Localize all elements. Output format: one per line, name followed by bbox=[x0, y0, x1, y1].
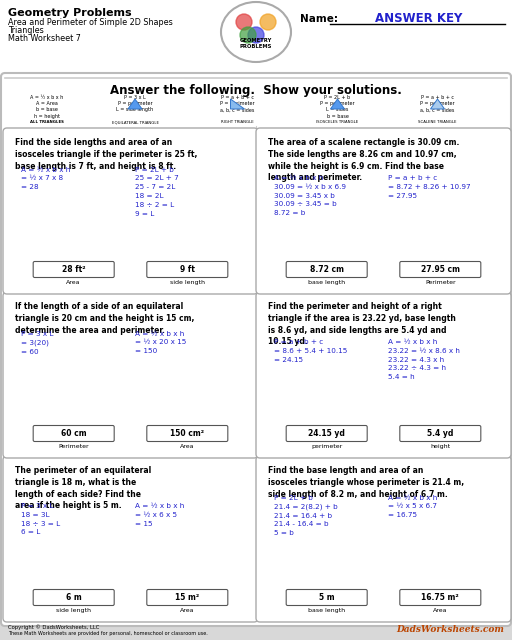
Text: 150 cm²: 150 cm² bbox=[170, 429, 204, 438]
Text: Geometry Problems: Geometry Problems bbox=[8, 8, 132, 18]
Text: base length: base length bbox=[308, 280, 345, 285]
Text: A = ½ x b x h
A = Area
b = base
h = height: A = ½ x b x h A = Area b = base h = heig… bbox=[30, 95, 63, 118]
FancyBboxPatch shape bbox=[286, 426, 367, 442]
FancyBboxPatch shape bbox=[1, 73, 511, 626]
Circle shape bbox=[240, 27, 256, 43]
Text: ALL TRIANGLES: ALL TRIANGLES bbox=[30, 120, 63, 124]
Polygon shape bbox=[331, 99, 345, 109]
Text: P = 3 x L
= 3(20)
= 60: P = 3 x L = 3(20) = 60 bbox=[21, 331, 53, 355]
Text: A = ½ x b x h
= ½ x 20 x 15
= 150: A = ½ x b x h = ½ x 20 x 15 = 150 bbox=[136, 331, 187, 355]
Text: Find the base length and area of an
isosceles triangle whose perimeter is 21.4 m: Find the base length and area of an isos… bbox=[268, 466, 464, 499]
Circle shape bbox=[236, 14, 252, 30]
Text: 28 ft²: 28 ft² bbox=[62, 265, 86, 274]
Text: P = 3 x L
18 = 3L
18 ÷ 3 = L
6 = L: P = 3 x L 18 = 3L 18 ÷ 3 = L 6 = L bbox=[21, 503, 60, 535]
Polygon shape bbox=[128, 99, 142, 109]
Text: GEOMETRY
PROBLEMS: GEOMETRY PROBLEMS bbox=[240, 38, 272, 49]
FancyBboxPatch shape bbox=[256, 456, 511, 622]
FancyBboxPatch shape bbox=[147, 589, 228, 605]
Text: A = ½ x b x h
= ½ x 7 x 8
= 28: A = ½ x b x h = ½ x 7 x 8 = 28 bbox=[21, 167, 70, 190]
Polygon shape bbox=[431, 99, 444, 109]
Text: Name:: Name: bbox=[300, 14, 338, 24]
Text: Find the side lengths and area of an
isosceles triangle if the perimeter is 25 f: Find the side lengths and area of an iso… bbox=[15, 138, 197, 171]
Text: P = 2L + b
21.4 = 2(8.2) + b
21.4 = 16.4 + b
21.4 - 16.4 = b
5 = b: P = 2L + b 21.4 = 2(8.2) + b 21.4 = 16.4… bbox=[274, 495, 338, 536]
Text: Area: Area bbox=[180, 608, 195, 613]
Text: Triangles: Triangles bbox=[8, 26, 44, 35]
Text: P = a + b + c
= 8.6 + 5.4 + 10.15
= 24.15: P = a + b + c = 8.6 + 5.4 + 10.15 = 24.1… bbox=[274, 339, 347, 362]
FancyBboxPatch shape bbox=[286, 262, 367, 278]
FancyBboxPatch shape bbox=[3, 456, 258, 622]
Text: Area and Perimeter of Simple 2D Shapes: Area and Perimeter of Simple 2D Shapes bbox=[8, 18, 173, 27]
Ellipse shape bbox=[221, 2, 291, 62]
FancyBboxPatch shape bbox=[33, 589, 114, 605]
FancyBboxPatch shape bbox=[0, 0, 512, 75]
FancyBboxPatch shape bbox=[3, 128, 258, 294]
FancyBboxPatch shape bbox=[400, 262, 481, 278]
Text: RIGHT TRIANGLE: RIGHT TRIANGLE bbox=[221, 120, 254, 124]
Text: Area: Area bbox=[180, 444, 195, 449]
FancyBboxPatch shape bbox=[400, 426, 481, 442]
Text: A = ½ x b x h
= ½ x 6 x 5
= 15: A = ½ x b x h = ½ x 6 x 5 = 15 bbox=[136, 503, 185, 527]
Text: 5 m: 5 m bbox=[319, 593, 334, 602]
Text: ISOSCELES TRIANGLE: ISOSCELES TRIANGLE bbox=[316, 120, 358, 124]
Text: Find the perimeter and height of a right
triangle if the area is 23.22 yd, base : Find the perimeter and height of a right… bbox=[268, 302, 456, 346]
Text: ANSWER KEY: ANSWER KEY bbox=[375, 13, 462, 26]
Text: 24.15 yd: 24.15 yd bbox=[308, 429, 345, 438]
FancyBboxPatch shape bbox=[147, 426, 228, 442]
Text: side length: side length bbox=[170, 280, 205, 285]
Text: height: height bbox=[430, 444, 451, 449]
Text: 6 m: 6 m bbox=[66, 593, 81, 602]
Text: Math Worksheet 7: Math Worksheet 7 bbox=[8, 34, 81, 43]
FancyBboxPatch shape bbox=[286, 589, 367, 605]
Text: 9 ft: 9 ft bbox=[180, 265, 195, 274]
Text: A = ½ x b x h
23.22 = ½ x 8.6 x h
23.22 = 4.3 x h
23.22 ÷ 4.3 = h
5.4 = h: A = ½ x b x h 23.22 = ½ x 8.6 x h 23.22 … bbox=[389, 339, 460, 380]
FancyBboxPatch shape bbox=[3, 292, 258, 458]
Text: Copyright © DadsWorksheets, LLC: Copyright © DadsWorksheets, LLC bbox=[8, 624, 99, 630]
Text: SCALENE TRIANGLE: SCALENE TRIANGLE bbox=[418, 120, 457, 124]
Text: 15 m²: 15 m² bbox=[175, 593, 200, 602]
Text: 16.75 m²: 16.75 m² bbox=[421, 593, 459, 602]
Text: side length: side length bbox=[56, 608, 91, 613]
Text: The perimeter of an equilateral
triangle is 18 m, what is the
length of each sid: The perimeter of an equilateral triangle… bbox=[15, 466, 151, 511]
Text: Area: Area bbox=[433, 608, 447, 613]
Text: 27.95 cm: 27.95 cm bbox=[421, 265, 460, 274]
FancyBboxPatch shape bbox=[33, 426, 114, 442]
Text: 5.4 yd: 5.4 yd bbox=[427, 429, 454, 438]
Text: P = a + b + c
= 8.72 + 8.26 + 10.97
= 27.95: P = a + b + c = 8.72 + 8.26 + 10.97 = 27… bbox=[389, 175, 471, 198]
Text: 8.72 cm: 8.72 cm bbox=[310, 265, 344, 274]
FancyBboxPatch shape bbox=[400, 589, 481, 605]
Text: P = 2L + b
P = perimeter
L = sides
b = base: P = 2L + b P = perimeter L = sides b = b… bbox=[320, 95, 355, 118]
Circle shape bbox=[260, 14, 276, 30]
Text: A = ½ x b x h
30.09 = ½ x b x 6.9
30.09 = 3.45 x b
30.09 ÷ 3.45 = b
8.72 = b: A = ½ x b x h 30.09 = ½ x b x 6.9 30.09 … bbox=[274, 175, 346, 216]
Text: Area: Area bbox=[67, 280, 81, 285]
FancyBboxPatch shape bbox=[147, 262, 228, 278]
Text: P = a + b + c
P = perimeter
a, b, c = sides: P = a + b + c P = perimeter a, b, c = si… bbox=[220, 95, 255, 113]
FancyBboxPatch shape bbox=[33, 262, 114, 278]
Text: These Math Worksheets are provided for personal, homeschool or classroom use.: These Math Worksheets are provided for p… bbox=[8, 630, 208, 636]
Text: P = 2L + b
25 = 2L + 7
25 - 7 = 2L
18 = 2L
18 ÷ 2 = L
9 = L: P = 2L + b 25 = 2L + 7 25 - 7 = 2L 18 = … bbox=[136, 167, 179, 216]
Text: 60 cm: 60 cm bbox=[61, 429, 87, 438]
Text: base length: base length bbox=[308, 608, 345, 613]
Text: Answer the following.  Show your solutions.: Answer the following. Show your solution… bbox=[110, 84, 402, 97]
FancyBboxPatch shape bbox=[256, 292, 511, 458]
Text: Perimeter: Perimeter bbox=[58, 444, 89, 449]
FancyBboxPatch shape bbox=[256, 128, 511, 294]
Text: A = ½ x b x h
= ½ x 5 x 6.7
= 16.75: A = ½ x b x h = ½ x 5 x 6.7 = 16.75 bbox=[389, 495, 438, 518]
Text: P = 3 x L
P = perimeter
L = side length: P = 3 x L P = perimeter L = side length bbox=[116, 95, 154, 113]
Text: The area of a scalene rectangle is 30.09 cm.
The side lengths are 8.26 cm and 10: The area of a scalene rectangle is 30.09… bbox=[268, 138, 459, 182]
Circle shape bbox=[248, 27, 264, 43]
Text: DadsWorksheets.com: DadsWorksheets.com bbox=[396, 625, 504, 634]
Text: EQUILATERAL TRIANGLE: EQUILATERAL TRIANGLE bbox=[112, 120, 159, 124]
Text: If the length of a side of an equilateral
triangle is 20 cm and the height is 15: If the length of a side of an equilatera… bbox=[15, 302, 195, 335]
Text: Perimeter: Perimeter bbox=[425, 280, 456, 285]
Text: P = a + b + c
P = perimeter
a, b, c = sides: P = a + b + c P = perimeter a, b, c = si… bbox=[420, 95, 455, 113]
Text: perimeter: perimeter bbox=[311, 444, 343, 449]
Polygon shape bbox=[230, 99, 245, 109]
